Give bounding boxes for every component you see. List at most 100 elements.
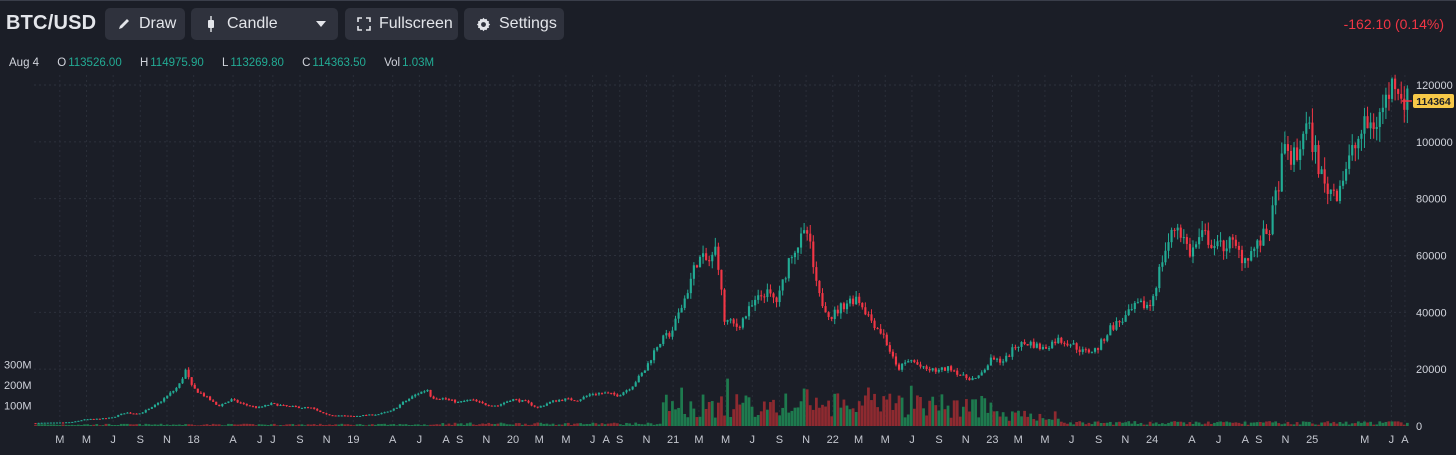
volume-bar <box>230 423 233 426</box>
volume-bar <box>159 423 163 426</box>
candle-body <box>1158 266 1161 289</box>
volume-bar <box>1047 419 1051 426</box>
candle-body <box>132 413 135 415</box>
volume-bar <box>1231 422 1235 426</box>
volume-bar <box>827 400 830 426</box>
candle-body <box>475 399 478 402</box>
candle-body <box>848 298 852 304</box>
volume-bar <box>765 409 769 426</box>
candle-body <box>1363 116 1366 134</box>
candle-body <box>962 374 965 376</box>
candle-body <box>1280 153 1283 192</box>
candle-body <box>487 405 490 407</box>
candle-body <box>986 365 989 370</box>
candle-body <box>205 396 209 398</box>
volume-bar <box>318 423 322 426</box>
volume-bar <box>965 399 968 426</box>
volume-bar <box>83 424 86 426</box>
volume-bar <box>1115 422 1118 426</box>
candle-body <box>55 422 59 424</box>
candle-body <box>1121 321 1124 323</box>
volume-bar <box>839 407 843 426</box>
volume-bar <box>1118 421 1121 426</box>
chart-type-select[interactable]: Candle <box>191 8 338 40</box>
legend-low: L 113269.80 <box>221 57 284 69</box>
volume-bar <box>227 423 230 426</box>
candle-body <box>680 307 683 313</box>
candle-body <box>793 252 796 258</box>
volume-bar <box>178 424 181 426</box>
volume-bar <box>821 404 824 426</box>
volume-bar <box>1283 423 1287 426</box>
y-tick-label: 120000 <box>1416 80 1453 92</box>
candle-body <box>720 269 723 290</box>
candle-body <box>496 405 499 407</box>
candle-body <box>934 368 937 372</box>
settings-button[interactable]: Settings <box>464 8 564 40</box>
x-tick-label: A <box>603 434 611 446</box>
candle-body <box>208 396 212 401</box>
candle-body <box>956 370 959 375</box>
x-tick-label: J <box>1216 434 1222 446</box>
candle-body <box>564 398 567 401</box>
volume-bar <box>429 424 432 426</box>
candle-body <box>98 418 101 420</box>
candle-body <box>282 405 285 407</box>
candle-body <box>879 328 882 334</box>
candle-body <box>778 290 781 303</box>
candle-body <box>1311 122 1314 152</box>
candle-body <box>622 392 625 396</box>
volume-bar <box>738 404 742 426</box>
volume-bar <box>73 425 77 426</box>
candle-body <box>37 422 40 424</box>
volume-bar <box>236 424 240 426</box>
volume-bar <box>1176 421 1180 426</box>
candle-body <box>551 400 555 402</box>
volume-bar <box>591 422 595 426</box>
volume-bar <box>101 425 105 426</box>
volume-bar <box>462 424 466 426</box>
volume-bar <box>1289 424 1293 426</box>
candle-body <box>775 297 778 303</box>
candle-body <box>950 366 953 371</box>
volume-bar <box>321 424 325 426</box>
price-change: -162.10 (0.14%) <box>1343 16 1444 32</box>
candle-body <box>1372 122 1375 129</box>
candle-body <box>1250 251 1253 261</box>
candle-body <box>414 394 417 397</box>
candle-body <box>1390 78 1394 99</box>
volume-bar <box>1007 420 1011 426</box>
volume-bar <box>1044 419 1048 426</box>
volume-bar <box>447 423 451 426</box>
candle-body <box>1262 228 1265 246</box>
volume-bar <box>579 423 582 426</box>
x-tick-label: J <box>270 434 276 446</box>
volume-bar <box>1399 422 1403 426</box>
volume-bar <box>459 423 463 426</box>
volume-bar <box>1112 424 1115 426</box>
fullscreen-button[interactable]: Fullscreen <box>345 8 458 40</box>
volume-bar <box>266 425 270 426</box>
volume-bar <box>1307 421 1311 426</box>
volume-bar <box>603 424 607 426</box>
volume-bar <box>367 424 371 426</box>
candle-body <box>861 302 864 308</box>
volume-bar <box>349 424 353 426</box>
candle-body <box>196 388 199 393</box>
candle-body <box>695 265 699 268</box>
candle-body <box>646 363 650 371</box>
volume-bar <box>634 422 638 426</box>
volume-bar <box>652 424 656 426</box>
candle-body <box>74 421 77 423</box>
x-tick-label: J <box>110 434 116 446</box>
candle-body <box>68 422 71 424</box>
volume-bar <box>242 423 246 426</box>
volume-bar <box>407 424 411 426</box>
candle-body <box>1222 240 1225 252</box>
draw-button[interactable]: Draw <box>105 8 185 40</box>
volume-bar <box>89 424 93 426</box>
x-tick-label: N <box>323 434 331 446</box>
volume-bar <box>181 424 184 426</box>
candle-body <box>1139 300 1143 303</box>
